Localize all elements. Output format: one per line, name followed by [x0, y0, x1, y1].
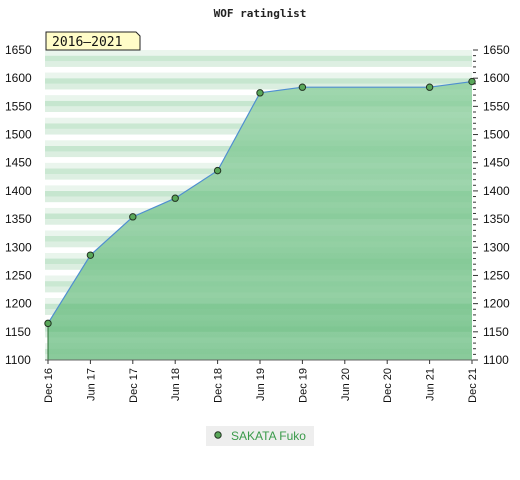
data-point-5: [256, 89, 264, 97]
band-1620: [45, 61, 472, 67]
area-stripes: [45, 50, 472, 360]
rating-area: [48, 81, 472, 360]
y-tick-left-1500: 1500: [5, 128, 32, 142]
y-tick-right-1150: 1150: [483, 325, 509, 339]
stripe-1300: [45, 219, 472, 248]
y-tick-left-1150: 1150: [5, 325, 31, 339]
band-1630: [45, 55, 472, 62]
y-tick-right-1600: 1600: [483, 71, 510, 85]
legend-box: [206, 426, 314, 446]
x-tick-label-0: Dec 16: [43, 368, 55, 403]
data-point-1: [86, 251, 95, 259]
data-point-7: [425, 83, 434, 91]
x-tick-label-3: Jun 18: [170, 368, 182, 401]
period-badge: 2016–2021: [45, 31, 141, 51]
x-tick-label-7: Jun 20: [340, 368, 352, 401]
x-tick-label-6: Dec 19: [297, 368, 309, 403]
x-tick-label-5: Jun 19: [255, 368, 267, 401]
data-points: [44, 77, 476, 328]
x-tick-label-8: Dec 20: [382, 368, 394, 403]
y-tick-left-1300: 1300: [5, 240, 32, 254]
y-tick-right-1200: 1200: [483, 297, 510, 311]
y-axis-right: 1100 1150 1200 1250 1300 1350 1400 1450 1500 1550…: [473, 43, 510, 367]
y-tick-left-1600: 1600: [5, 71, 32, 85]
y-tick-left-1250: 1250: [5, 268, 32, 282]
legend-marker: [214, 431, 222, 439]
chart-title: WOF ratinglist: [214, 7, 307, 20]
y-tick-left-1550: 1550: [5, 99, 32, 113]
band-1610: [45, 66, 472, 73]
y-tick-right-1350: 1350: [483, 212, 510, 226]
band-1590: [45, 78, 472, 84]
y-tick-left-1400: 1400: [5, 184, 32, 198]
data-point-6: [298, 83, 307, 91]
y-tick-right-1250: 1250: [483, 268, 510, 282]
data-point-0: [44, 319, 52, 328]
band-1600: [45, 72, 472, 79]
y-axis-left: 1100 1150 1200 1250 1300 1350 1400 1450 1500 1550…: [5, 43, 32, 367]
band-1640: [45, 50, 472, 56]
data-point-3: [171, 194, 179, 202]
y-tick-right-1300: 1300: [483, 240, 510, 254]
y-tick-right-1650: 1650: [483, 43, 510, 57]
data-point-4: [213, 166, 222, 175]
y-tick-left-1200: 1200: [5, 297, 32, 311]
period-badge-label: 2016–2021: [52, 35, 122, 50]
x-tick-label-10: Dec 21: [467, 368, 479, 403]
x-tick-label-1: Jun 17: [85, 368, 97, 401]
y-tick-right-1400: 1400: [483, 184, 510, 198]
y-tick-left-1350: 1350: [5, 212, 32, 226]
stripe-1200: [45, 275, 472, 304]
legend: SAKATA Fuko: [206, 426, 314, 446]
y-tick-left-1650: 1650: [5, 43, 32, 57]
y-tick-right-1550: 1550: [483, 99, 510, 113]
legend-label: SAKATA Fuko: [231, 429, 306, 443]
y-tick-right-1100: 1100: [483, 353, 509, 367]
band-1580: [45, 83, 472, 90]
x-tick-label-9: Jun 21: [425, 368, 437, 401]
stripe-1400: [45, 162, 472, 191]
y-tick-left-1100: 1100: [5, 353, 31, 367]
period-badge-box: [45, 31, 141, 51]
stripe-1500: [45, 106, 472, 135]
x-tick-label-4: Dec 18: [213, 368, 225, 403]
data-point-2: [129, 213, 137, 221]
y-tick-right-1500: 1500: [483, 128, 510, 142]
stripe-1600: [45, 50, 472, 79]
data-point-8: [468, 77, 476, 86]
stripe-1100: [45, 331, 472, 360]
y-tick-left-1450: 1450: [5, 156, 32, 170]
y-tick-right-1450: 1450: [483, 156, 510, 170]
x-axis: Dec 16 Jun 17 Dec 17 Jun 18 Dec 18 Jun 19 Dec …: [43, 360, 479, 403]
x-tick-label-2: Dec 17: [128, 368, 140, 403]
